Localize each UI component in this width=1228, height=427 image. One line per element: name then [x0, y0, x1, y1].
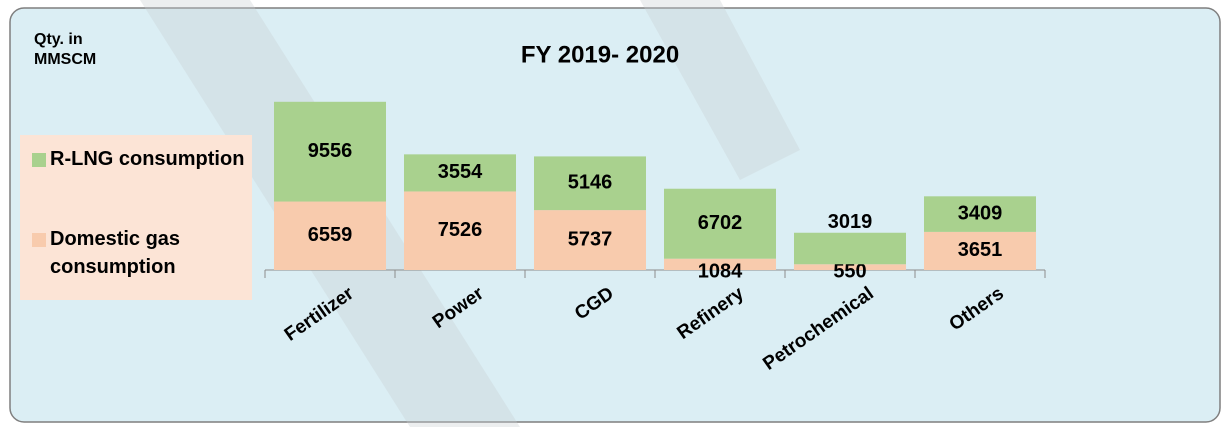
data-label: 3019: [828, 211, 873, 233]
data-label: 3409: [958, 202, 1003, 224]
data-label: 9556: [308, 140, 353, 162]
chart-title: FY 2019- 2020: [521, 41, 679, 68]
bar-segment: [794, 264, 906, 270]
bar-segment: [404, 154, 516, 192]
data-label: 1084: [698, 260, 743, 282]
data-label: 7526: [438, 219, 483, 241]
bar-segment: [664, 188, 776, 259]
legend-item: Domestic gas consumption: [32, 225, 247, 281]
bar-segment: [534, 156, 646, 211]
data-label: 5737: [568, 228, 613, 250]
legend-item: R-LNG consumption: [32, 145, 247, 173]
bar-segment: [404, 191, 516, 270]
bar-segment: [664, 258, 776, 270]
y-axis-label: Qty. in MMSCM: [34, 31, 97, 68]
bar-segment: [274, 101, 386, 202]
data-label: 6559: [308, 224, 353, 246]
legend: R-LNG consumption Domestic gas consumpti…: [20, 135, 252, 300]
watermark: [640, 0, 800, 180]
data-label: 5146: [568, 172, 613, 194]
bar-segment: [924, 196, 1036, 232]
legend-label: Domestic gas consumption: [50, 228, 181, 278]
legend-swatch: [32, 153, 46, 167]
data-label: 550: [833, 260, 866, 282]
bar-segment: [274, 201, 386, 270]
legend-label: R-LNG consumption: [50, 148, 245, 170]
bar-segment: [924, 231, 1036, 270]
bar-segment: [794, 232, 906, 265]
data-label: 3651: [958, 239, 1003, 261]
data-label: 3554: [438, 161, 483, 183]
legend-swatch: [32, 233, 46, 247]
data-label: 6702: [698, 212, 743, 234]
bar-segment: [534, 210, 646, 270]
